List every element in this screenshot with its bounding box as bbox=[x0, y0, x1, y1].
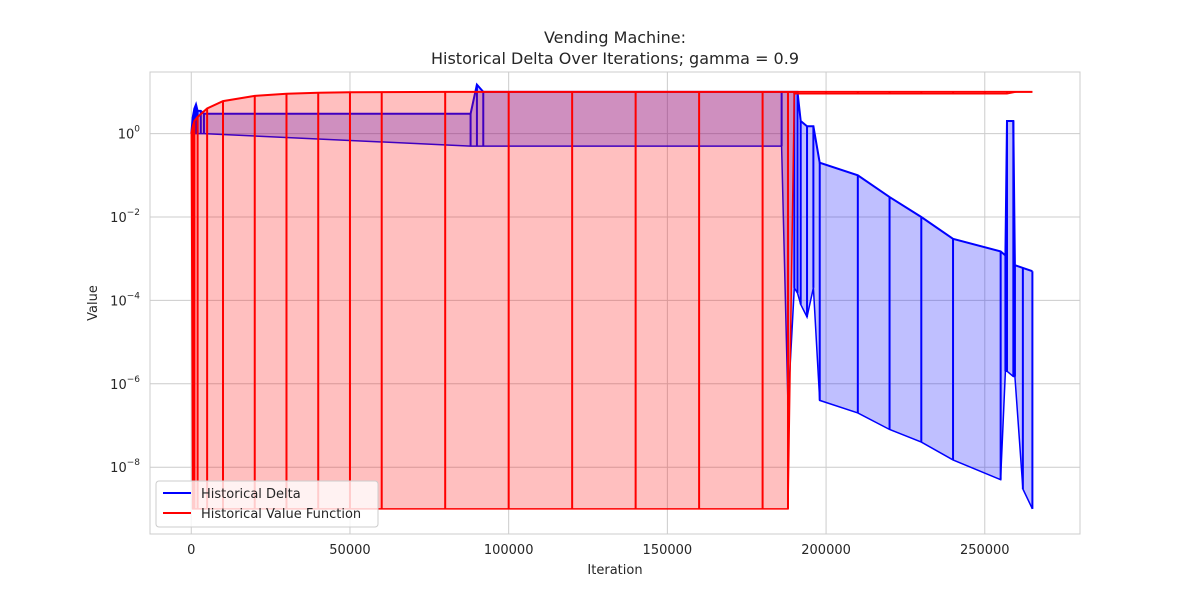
y-ticks: 100 10−2 10−4 10−6 10−8 bbox=[110, 125, 140, 477]
x-ticks: 0 50000 100000 150000 200000 250000 bbox=[187, 543, 1009, 558]
series-envelope bbox=[191, 84, 1033, 509]
series-0 bbox=[190, 82, 1034, 510]
y-tick-label: 100 bbox=[118, 125, 141, 143]
y-tick-label: 10−8 bbox=[110, 458, 140, 476]
x-axis-label: Iteration bbox=[587, 563, 642, 578]
series-line-upper bbox=[190, 90, 1033, 134]
legend: Historical Delta Historical Value Functi… bbox=[155, 480, 379, 528]
plot-area bbox=[190, 82, 1034, 510]
y-tick-label: 10−2 bbox=[110, 208, 140, 226]
chart-title-line1: Vending Machine: bbox=[544, 28, 686, 47]
x-tick-label: 50000 bbox=[329, 543, 370, 558]
series-line-upper bbox=[190, 82, 1033, 273]
legend-label-delta: Historical Delta bbox=[201, 487, 301, 502]
axes-frame bbox=[149, 71, 1081, 535]
x-tick-label: 100000 bbox=[484, 543, 534, 558]
y-tick-label: 10−4 bbox=[110, 291, 140, 309]
y-tick-label: 10−6 bbox=[110, 375, 140, 393]
x-tick-label: 150000 bbox=[643, 543, 693, 558]
legend-box bbox=[155, 480, 379, 528]
y-axis-label: Value bbox=[86, 285, 101, 321]
x-tick-label: 0 bbox=[187, 543, 195, 558]
legend-label-value-function: Historical Value Function bbox=[201, 507, 361, 522]
series-1 bbox=[190, 90, 1033, 510]
chart-title-line2: Historical Delta Over Iterations; gamma … bbox=[431, 49, 799, 68]
x-tick-label: 200000 bbox=[801, 543, 851, 558]
x-tick-label: 250000 bbox=[960, 543, 1010, 558]
series-envelope bbox=[191, 91, 1033, 509]
